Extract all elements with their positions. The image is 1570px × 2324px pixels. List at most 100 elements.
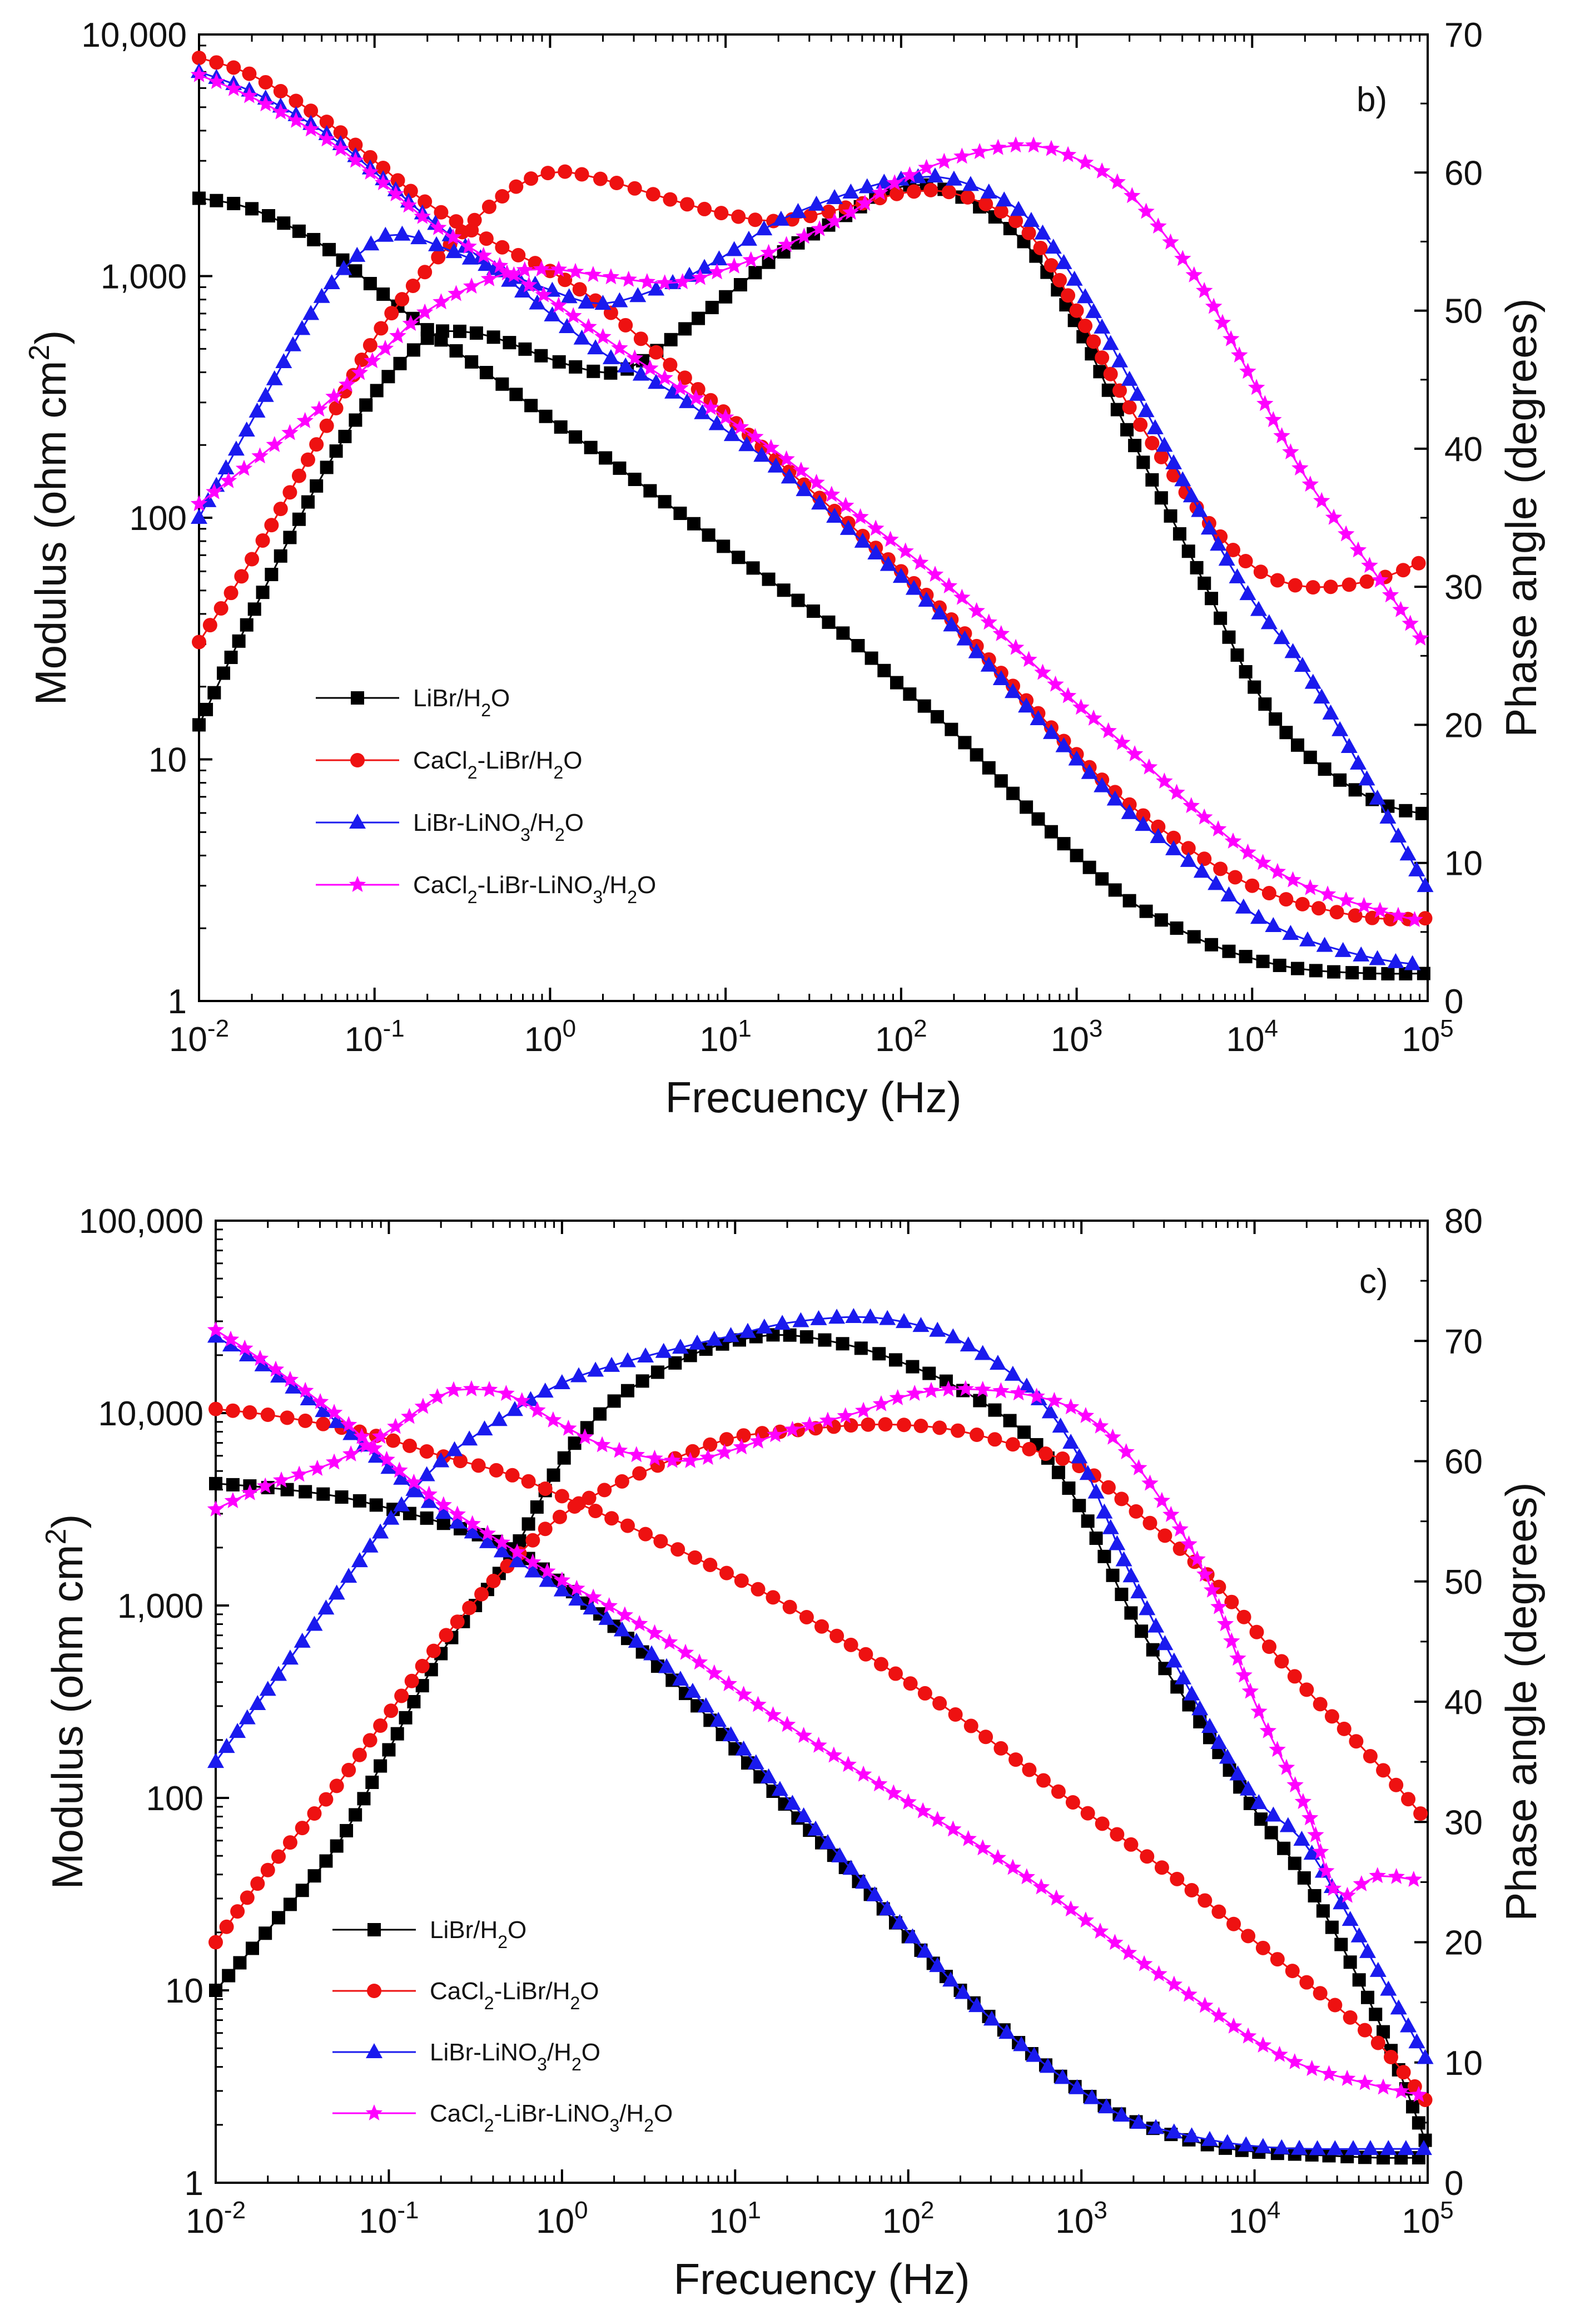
phase-point [1183, 1685, 1200, 1701]
phase-point [382, 1743, 396, 1757]
modulus-point [885, 1784, 902, 1801]
phase-point [1223, 1632, 1240, 1649]
phase-point [906, 184, 921, 199]
modulus-point [1320, 2065, 1338, 2082]
phase-point [1230, 648, 1244, 662]
phase-point [1028, 1388, 1045, 1404]
phase-point [1322, 704, 1339, 720]
phase-point [889, 1389, 906, 1405]
phase-point [774, 1315, 791, 1330]
modulus-point [677, 370, 692, 385]
phase-point [1129, 385, 1146, 401]
modulus-point [1326, 2140, 1344, 2155]
modulus-point [554, 420, 568, 434]
modulus-point [1228, 870, 1243, 885]
modulus-point [583, 1599, 600, 1615]
modulus-point [839, 519, 857, 535]
modulus-point [1316, 936, 1333, 952]
phase-point [313, 288, 330, 303]
phase-point [1406, 2100, 1420, 2114]
phase-point [1333, 773, 1347, 787]
modulus-point [702, 399, 719, 415]
phase-point [716, 1443, 733, 1460]
modulus-point [732, 551, 746, 564]
phase-point [1301, 1809, 1319, 1826]
modulus-point [419, 1444, 434, 1459]
phase-point [1025, 136, 1042, 153]
phase-point [801, 1416, 818, 1433]
modulus-point [879, 1900, 896, 1916]
phase-point [309, 437, 324, 452]
modulus-point [1226, 1916, 1241, 1931]
phase-point [404, 1673, 419, 1688]
phase-point [1101, 1480, 1116, 1495]
phase-point [1041, 1403, 1059, 1419]
phase-point [1022, 1441, 1037, 1456]
y-right-tick-label: 20 [1444, 706, 1483, 745]
modulus-point [1183, 2127, 1200, 2143]
modulus-point [617, 357, 634, 373]
modulus-point [613, 1621, 630, 1637]
legend: LiBr/H2O CaCl2-LiBr/H2O LiBr-LiNO3/H2O CaCl… [316, 685, 656, 907]
modulus-point [1008, 1752, 1024, 1767]
phase-point [349, 246, 366, 262]
phase-point [906, 1360, 920, 1374]
y-right-tick-label: 20 [1444, 1924, 1483, 1963]
modulus-point [764, 1706, 782, 1723]
phase-point [1369, 1867, 1386, 1884]
phase-point [609, 176, 624, 191]
modulus-point [509, 1543, 526, 1560]
modulus-point [1235, 898, 1252, 914]
phase-point [1349, 754, 1367, 770]
y-left-tick-label: 10,000 [81, 16, 187, 54]
phase-point [265, 568, 279, 582]
modulus-point [307, 232, 321, 246]
phase-point [1146, 419, 1164, 434]
phase-point [234, 569, 249, 584]
modulus-point [287, 112, 305, 128]
modulus-point [1030, 710, 1047, 726]
phase-point [365, 1775, 379, 1789]
phase-point [1171, 1520, 1189, 1537]
phase-point [980, 183, 997, 199]
phase-point [317, 1599, 335, 1615]
phase-point [1349, 541, 1367, 558]
phase-point [232, 634, 246, 648]
phase-point [1250, 1702, 1268, 1719]
modulus-point [1122, 894, 1136, 908]
phase-point [1095, 350, 1110, 365]
phase-point [1417, 877, 1434, 893]
phase-point [719, 290, 733, 304]
phase-point [1165, 1652, 1183, 1668]
modulus-point [819, 1834, 836, 1849]
phase-point [534, 349, 548, 363]
modulus-point [300, 1390, 317, 1406]
modulus-point [272, 103, 289, 120]
modulus-point [628, 1633, 645, 1648]
modulus-point [1165, 840, 1183, 855]
phase-point [405, 1480, 423, 1496]
modulus-point [1311, 901, 1326, 916]
phase-point [361, 1537, 379, 1553]
modulus-point [767, 457, 784, 473]
phase-point [291, 468, 306, 483]
phase-point [682, 1451, 699, 1468]
phase-point [678, 322, 692, 336]
phase-point [257, 1477, 274, 1494]
modulus-point [1224, 833, 1242, 849]
phase-point [448, 285, 465, 301]
modulus-point [1299, 1975, 1314, 1990]
phase-point [1222, 630, 1236, 644]
phase-point [1279, 1817, 1296, 1832]
phase-point [536, 1382, 554, 1398]
phase-point [476, 1420, 493, 1436]
modulus-point [632, 365, 649, 381]
phase-point [576, 1428, 594, 1445]
phase-point [692, 269, 709, 285]
modulus-point [1139, 904, 1153, 918]
phase-point [1124, 1606, 1138, 1620]
modulus-point [1210, 2006, 1228, 2023]
modulus-point [1319, 885, 1337, 902]
phase-point [1150, 217, 1167, 234]
modulus-point [1126, 745, 1144, 761]
